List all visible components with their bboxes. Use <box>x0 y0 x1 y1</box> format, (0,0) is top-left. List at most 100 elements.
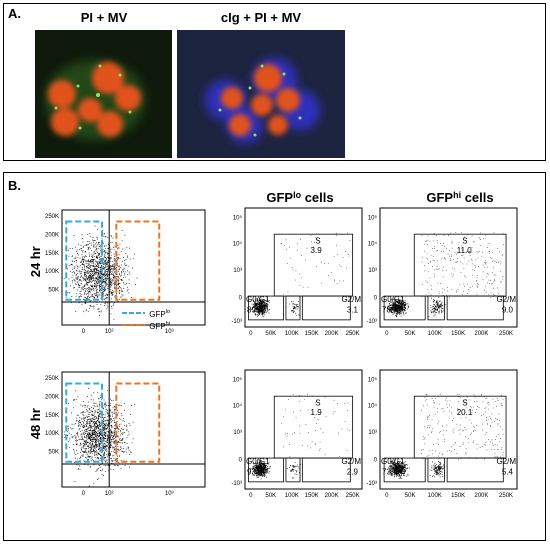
event <box>106 271 108 272</box>
event <box>89 242 91 244</box>
event <box>106 297 107 298</box>
event <box>114 436 116 438</box>
event <box>259 468 261 469</box>
event <box>99 453 101 455</box>
event <box>102 429 104 431</box>
label-suffix: cells <box>301 190 334 205</box>
event <box>91 275 93 277</box>
event <box>395 298 396 300</box>
event <box>105 266 107 268</box>
event <box>437 304 439 306</box>
event <box>261 465 262 467</box>
event <box>119 296 121 298</box>
event <box>114 295 116 297</box>
event <box>257 306 259 308</box>
event <box>255 310 257 312</box>
event <box>133 253 135 255</box>
event <box>263 464 265 466</box>
event <box>118 292 120 294</box>
event <box>268 461 270 463</box>
event <box>289 257 291 259</box>
event <box>107 278 108 280</box>
event <box>256 303 258 305</box>
event <box>104 260 106 262</box>
event <box>96 238 98 240</box>
event <box>83 437 85 438</box>
event <box>94 269 96 271</box>
event <box>90 261 92 263</box>
event <box>86 297 88 299</box>
event <box>99 289 100 291</box>
event <box>473 241 475 243</box>
event <box>404 306 406 308</box>
event <box>93 437 94 439</box>
event <box>82 279 84 281</box>
event <box>131 404 132 406</box>
event <box>118 438 120 440</box>
event <box>126 428 128 430</box>
event <box>90 445 92 447</box>
event <box>98 449 100 451</box>
event <box>391 304 393 306</box>
event <box>82 288 84 290</box>
event <box>114 409 116 411</box>
event <box>451 273 453 275</box>
event <box>73 423 75 425</box>
tick-label: 10³ <box>165 329 174 335</box>
event <box>100 262 102 264</box>
event <box>427 239 429 241</box>
event <box>399 308 401 309</box>
event <box>105 261 107 263</box>
event <box>83 256 85 257</box>
event <box>101 435 102 436</box>
event <box>97 263 99 265</box>
event <box>96 433 98 435</box>
event <box>436 260 438 262</box>
event <box>93 275 95 277</box>
event <box>396 313 398 314</box>
event <box>102 458 104 460</box>
event <box>403 309 405 310</box>
event <box>68 441 70 443</box>
event <box>79 296 80 297</box>
event <box>457 258 459 259</box>
event <box>300 463 302 465</box>
event <box>117 287 119 289</box>
event <box>101 417 102 419</box>
event <box>254 467 256 469</box>
event <box>94 455 96 457</box>
event <box>100 271 102 272</box>
event <box>109 445 111 447</box>
event <box>99 413 100 415</box>
event <box>457 289 459 290</box>
event <box>75 437 77 439</box>
event <box>80 272 82 274</box>
event <box>114 282 116 284</box>
event <box>124 265 126 267</box>
event <box>488 243 490 244</box>
event <box>93 450 94 452</box>
label-base: GFP <box>426 190 453 205</box>
event <box>267 309 269 311</box>
tick-label: 10³ <box>368 268 377 274</box>
event <box>256 475 257 477</box>
event <box>79 279 81 281</box>
tick-label: 10⁴ <box>233 241 243 248</box>
event <box>111 305 112 307</box>
event <box>397 302 399 304</box>
event <box>260 310 261 311</box>
event <box>92 451 94 453</box>
event <box>113 419 115 421</box>
event <box>492 260 493 262</box>
event <box>262 464 263 466</box>
event <box>437 306 439 308</box>
event <box>269 309 270 311</box>
event <box>67 268 68 270</box>
event <box>91 445 93 447</box>
event <box>295 315 297 316</box>
event <box>88 278 90 280</box>
event <box>260 307 262 308</box>
event <box>316 238 317 240</box>
event <box>93 418 94 420</box>
event <box>260 300 261 301</box>
